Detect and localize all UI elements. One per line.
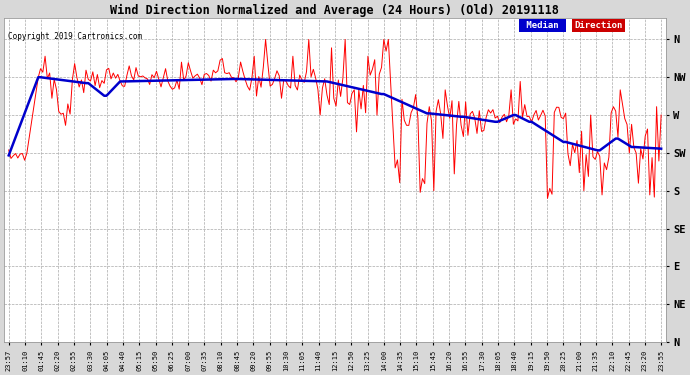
Text: Direction: Direction [574, 21, 622, 30]
Title: Wind Direction Normalized and Average (24 Hours) (Old) 20191118: Wind Direction Normalized and Average (2… [110, 4, 560, 17]
Text: Median: Median [521, 21, 564, 30]
Text: Copyright 2019 Cartronics.com: Copyright 2019 Cartronics.com [8, 32, 142, 41]
